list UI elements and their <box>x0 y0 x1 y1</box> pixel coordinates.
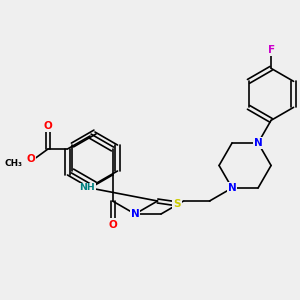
Text: N: N <box>228 183 236 193</box>
Text: NH: NH <box>79 184 95 193</box>
Text: CH₃: CH₃ <box>4 159 22 168</box>
Text: F: F <box>268 45 274 55</box>
Text: O: O <box>26 154 35 164</box>
Text: O: O <box>108 220 117 230</box>
Text: S: S <box>173 199 181 209</box>
Text: O: O <box>44 121 52 131</box>
Text: N: N <box>254 138 262 148</box>
Text: N: N <box>131 209 140 219</box>
